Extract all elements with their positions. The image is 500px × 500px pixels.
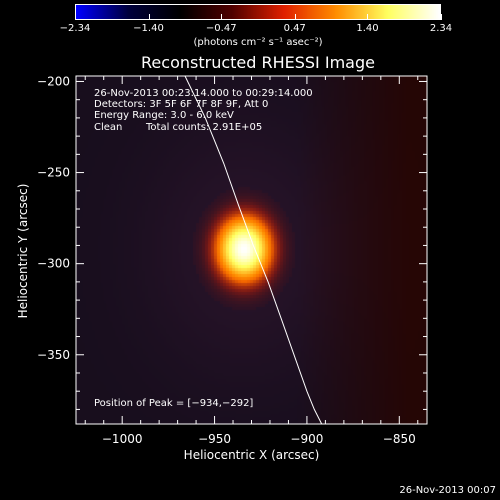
chart-title: Reconstructed RHESSI Image bbox=[141, 53, 375, 72]
colorbar-units-label: (photons cm⁻² s⁻¹ asec⁻²) bbox=[193, 37, 323, 48]
colorbar-tick-label: −2.34 bbox=[59, 23, 91, 34]
time-range-annotation: 26-Nov-2013 00:23:14.000 to 00:29:14.000 bbox=[94, 88, 313, 99]
colorbar-tick-mark bbox=[221, 14, 223, 20]
y-tick-label: −350 bbox=[37, 348, 70, 362]
colorbar-tick-label: −1.40 bbox=[133, 23, 164, 34]
colorbar-tick-label: −0.47 bbox=[205, 23, 237, 34]
colorbar-tick-mark bbox=[367, 14, 369, 20]
y-tick-label: −250 bbox=[37, 166, 70, 180]
total-counts-annotation: Total counts: 2.91E+05 bbox=[146, 122, 263, 133]
peak-position-annotation: Position of Peak = [−934,−292] bbox=[94, 398, 254, 409]
colorbar-tick-mark bbox=[148, 14, 150, 20]
colorbar bbox=[75, 4, 441, 20]
x-tick-label: −900 bbox=[290, 432, 323, 446]
colorbar-tick-label: 1.40 bbox=[356, 23, 379, 34]
colorbar-tick-label: 2.34 bbox=[429, 23, 453, 34]
y-axis-label: Heliocentric Y (arcsec) bbox=[16, 183, 30, 319]
plot-image bbox=[76, 76, 427, 424]
x-tick-label: −850 bbox=[383, 432, 416, 446]
solar-limb-line bbox=[184, 75, 323, 425]
x-axis-label: Heliocentric X (arcsec) bbox=[183, 448, 320, 462]
y-tick-label: −200 bbox=[37, 74, 70, 88]
colorbar-tick-label: 0.47 bbox=[283, 23, 306, 34]
y-tick-label: −300 bbox=[37, 257, 70, 271]
x-tick-label: −950 bbox=[198, 432, 231, 446]
colorbar-tick-mark bbox=[75, 14, 76, 20]
footer-timestamp: 26-Nov-2013 00:07 bbox=[399, 485, 496, 496]
colorbar-tick-mark bbox=[441, 14, 442, 20]
method-annotation: Clean bbox=[94, 122, 123, 133]
detectors-annotation: Detectors: 3F 5F 6F 7F 8F 9F, Att 0 bbox=[94, 99, 269, 110]
energy-range-annotation: Energy Range: 3.0 - 6.0 keV bbox=[94, 110, 234, 121]
colorbar-tick-mark bbox=[294, 14, 296, 20]
x-tick-label: −1000 bbox=[102, 432, 143, 446]
